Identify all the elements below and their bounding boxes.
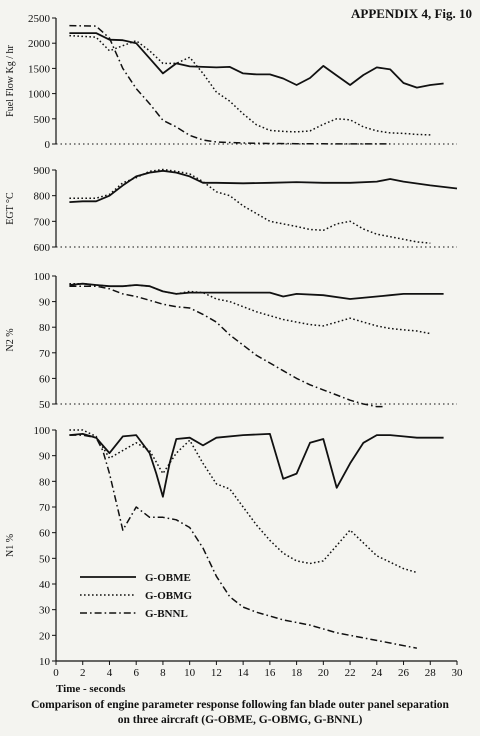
y-tick-label: 900 bbox=[34, 165, 51, 177]
x-tick-label: 26 bbox=[398, 667, 410, 679]
y-axis-title: N2 % bbox=[5, 328, 16, 351]
y-tick-label: 60 bbox=[39, 373, 51, 385]
x-tick-label: 12 bbox=[211, 667, 222, 679]
x-tick-label: 14 bbox=[238, 667, 250, 679]
y-tick-label: 80 bbox=[39, 476, 51, 488]
y-tick-label: 90 bbox=[39, 451, 51, 463]
y-tick-label: 0 bbox=[45, 139, 51, 151]
series-line-g-obmg bbox=[69, 34, 431, 136]
y-axis-title: Fuel Flow Kg / hr bbox=[5, 44, 16, 116]
y-tick-label: 40 bbox=[39, 579, 51, 591]
caption-line-1: Comparison of engine parameter response … bbox=[31, 699, 449, 711]
series-line-g-obme bbox=[69, 32, 444, 89]
y-tick-label: 80 bbox=[39, 322, 51, 334]
x-tick-label: 2 bbox=[80, 667, 86, 679]
chart-panel-3: 50 60 70 80 90 100 N2 % bbox=[5, 271, 457, 411]
y-tick-label: 1000 bbox=[28, 89, 51, 101]
legend-label: G-BNNL bbox=[145, 608, 188, 620]
legend-label: G-OBMG bbox=[145, 590, 192, 602]
chart-panel-2: 600 700 800 900 EGT °C bbox=[5, 165, 458, 254]
x-tick-label: 10 bbox=[184, 667, 196, 679]
y-tick-label: 70 bbox=[39, 348, 51, 360]
y-tick-label: 10 bbox=[39, 656, 51, 668]
x-tick-label: 30 bbox=[452, 667, 464, 679]
y-tick-label: 1500 bbox=[28, 63, 51, 75]
x-tick-label: 0 bbox=[53, 667, 59, 679]
x-tick-label: 6 bbox=[133, 667, 139, 679]
y-tick-label: 100 bbox=[34, 425, 51, 437]
series-line-g-bnnl bbox=[69, 434, 418, 649]
y-tick-label: 2000 bbox=[28, 38, 51, 50]
y-tick-label: 2500 bbox=[28, 13, 51, 25]
x-tick-label: 16 bbox=[264, 667, 276, 679]
y-tick-label: 800 bbox=[34, 191, 51, 203]
x-tick-label: 24 bbox=[371, 667, 383, 679]
y-tick-label: 500 bbox=[34, 114, 51, 126]
x-axis-label: Time - seconds bbox=[56, 683, 126, 695]
series-line-g-bnnl bbox=[69, 285, 384, 408]
y-tick-label: 90 bbox=[39, 297, 51, 309]
legend-label: G-OBME bbox=[145, 572, 191, 584]
series-line-g-obmg bbox=[69, 168, 431, 244]
legend: G-OBME G-OBMG G-BNNL bbox=[80, 572, 192, 620]
x-tick-label: 28 bbox=[425, 667, 437, 679]
x-tick-label: 22 bbox=[345, 667, 356, 679]
y-tick-label: 50 bbox=[39, 399, 51, 411]
y-tick-label: 20 bbox=[39, 630, 51, 642]
x-tick-label: 20 bbox=[318, 667, 330, 679]
series-line-g-obme bbox=[69, 432, 444, 498]
y-tick-label: 50 bbox=[39, 553, 51, 565]
y-tick-label: 600 bbox=[34, 242, 51, 254]
x-tick-label: 18 bbox=[291, 667, 303, 679]
x-tick-label: 4 bbox=[107, 667, 113, 679]
y-tick-label: 70 bbox=[39, 502, 51, 514]
y-tick-label: 700 bbox=[34, 216, 51, 228]
y-axis-title: EGT °C bbox=[5, 192, 16, 225]
x-tick-label: 8 bbox=[160, 667, 166, 679]
series-line-g-obmg bbox=[69, 429, 418, 574]
caption-line-2: on three aircraft (G-OBME, G-OBMG, G-BNN… bbox=[118, 714, 363, 726]
y-tick-label: 60 bbox=[39, 528, 51, 540]
y-axis-title: N1 % bbox=[5, 534, 16, 557]
y-tick-label: 100 bbox=[34, 271, 51, 283]
appendix-label: APPENDIX 4, Fig. 10 bbox=[351, 6, 472, 21]
y-tick-label: 30 bbox=[39, 605, 51, 617]
chart-panel-1: 0 500 1000 1500 2000 2500 Fuel Flow Kg / hr bbox=[5, 13, 457, 151]
series-line-g-obmg bbox=[69, 282, 431, 335]
series-line-g-bnnl bbox=[69, 24, 391, 145]
series-line-g-obme bbox=[69, 169, 458, 203]
